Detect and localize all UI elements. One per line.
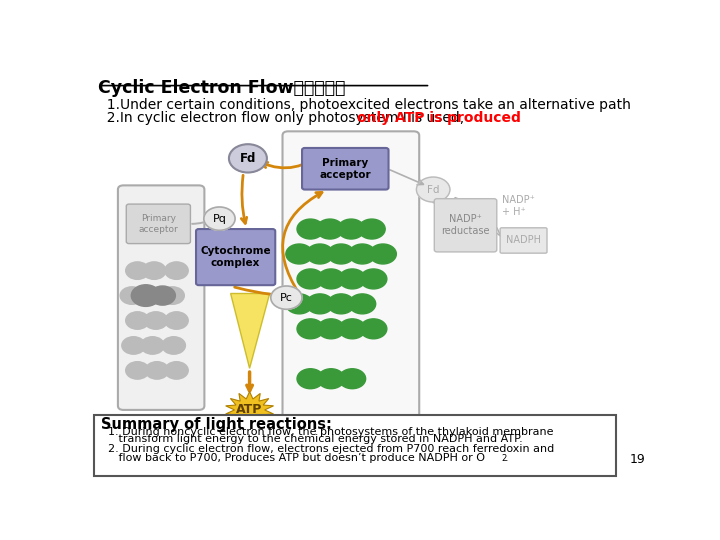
Circle shape [338,219,364,239]
Text: Pq: Pq [212,214,226,224]
Circle shape [318,269,344,289]
Circle shape [349,294,376,314]
Text: Primary
acceptor: Primary acceptor [320,158,371,179]
Circle shape [339,269,366,289]
Circle shape [126,262,149,279]
Circle shape [339,319,366,339]
Circle shape [150,286,176,305]
FancyBboxPatch shape [500,228,547,253]
Text: Fd: Fd [427,185,439,194]
Circle shape [126,362,149,379]
Text: 2. During cyclic electron flow, electrons ejected from P700 reach ferredoxin and: 2. During cyclic electron flow, electron… [101,443,554,454]
Circle shape [165,262,188,279]
Circle shape [349,244,376,264]
Text: flow back to P700, Produces ATP but doesn’t produce NADPH or O: flow back to P700, Produces ATP but does… [101,453,485,463]
Circle shape [360,269,387,289]
Text: Photosystem I: Photosystem I [309,427,392,440]
FancyBboxPatch shape [94,415,616,476]
Text: 2.In cyclic electron flow only photosystem I is used,: 2.In cyclic electron flow only photosyst… [99,111,469,125]
Text: Fd: Fd [240,152,256,165]
Circle shape [286,294,312,314]
Circle shape [161,287,184,305]
Circle shape [359,219,385,239]
Circle shape [297,369,324,389]
Circle shape [328,244,354,264]
Circle shape [318,319,344,339]
Text: 1.Under certain conditions, photoexcited electrons take an alternative path: 1.Under certain conditions, photoexcited… [99,98,631,112]
Circle shape [131,285,161,306]
FancyBboxPatch shape [126,204,190,244]
Circle shape [120,287,143,305]
Text: Photosystem II: Photosystem II [120,416,202,426]
Polygon shape [225,392,274,428]
Text: 1. During noncyclic electron flow, the photosystems of the thylakoid membrane: 1. During noncyclic electron flow, the p… [101,427,554,436]
Circle shape [317,219,343,239]
Circle shape [229,144,267,172]
FancyBboxPatch shape [302,148,389,190]
Circle shape [126,312,149,329]
Circle shape [141,337,164,354]
Text: NADP⁺
+ H⁺: NADP⁺ + H⁺ [502,195,535,217]
Circle shape [271,286,302,309]
Circle shape [318,369,344,389]
Text: only ATP is produced: only ATP is produced [356,111,521,125]
Circle shape [307,244,333,264]
Text: .: . [505,453,508,463]
Polygon shape [230,294,270,368]
Text: Cyclic Electron Flow循環電子流: Cyclic Electron Flow循環電子流 [99,79,346,97]
Circle shape [416,177,450,202]
Text: Cytochrome
complex: Cytochrome complex [200,246,271,268]
Circle shape [122,337,145,354]
Circle shape [297,219,324,239]
Text: Primary
acceptor: Primary acceptor [138,214,179,233]
Circle shape [145,362,168,379]
Circle shape [297,269,324,289]
Text: NADPH: NADPH [506,235,541,246]
Circle shape [360,319,387,339]
Circle shape [143,262,166,279]
Circle shape [339,369,366,389]
FancyBboxPatch shape [434,199,497,252]
Circle shape [204,207,235,230]
Circle shape [297,319,324,339]
Circle shape [307,294,333,314]
Text: 19: 19 [630,453,646,465]
Text: NADP⁺
reductase: NADP⁺ reductase [441,214,490,236]
Text: 2: 2 [502,454,507,463]
Text: Summary of light reactions:: Summary of light reactions: [101,417,332,433]
Text: ATP: ATP [236,403,263,416]
Circle shape [162,337,186,354]
Text: Pc: Pc [280,293,293,302]
Circle shape [286,244,312,264]
FancyBboxPatch shape [118,185,204,410]
FancyBboxPatch shape [282,131,419,420]
Text: transform light energy to the chemical energy stored in NADPH and ATP.: transform light energy to the chemical e… [101,435,523,444]
Circle shape [328,294,354,314]
Circle shape [369,244,396,264]
Circle shape [165,362,188,379]
FancyBboxPatch shape [196,229,275,285]
Circle shape [138,287,162,305]
Circle shape [144,312,168,329]
Circle shape [165,312,188,329]
